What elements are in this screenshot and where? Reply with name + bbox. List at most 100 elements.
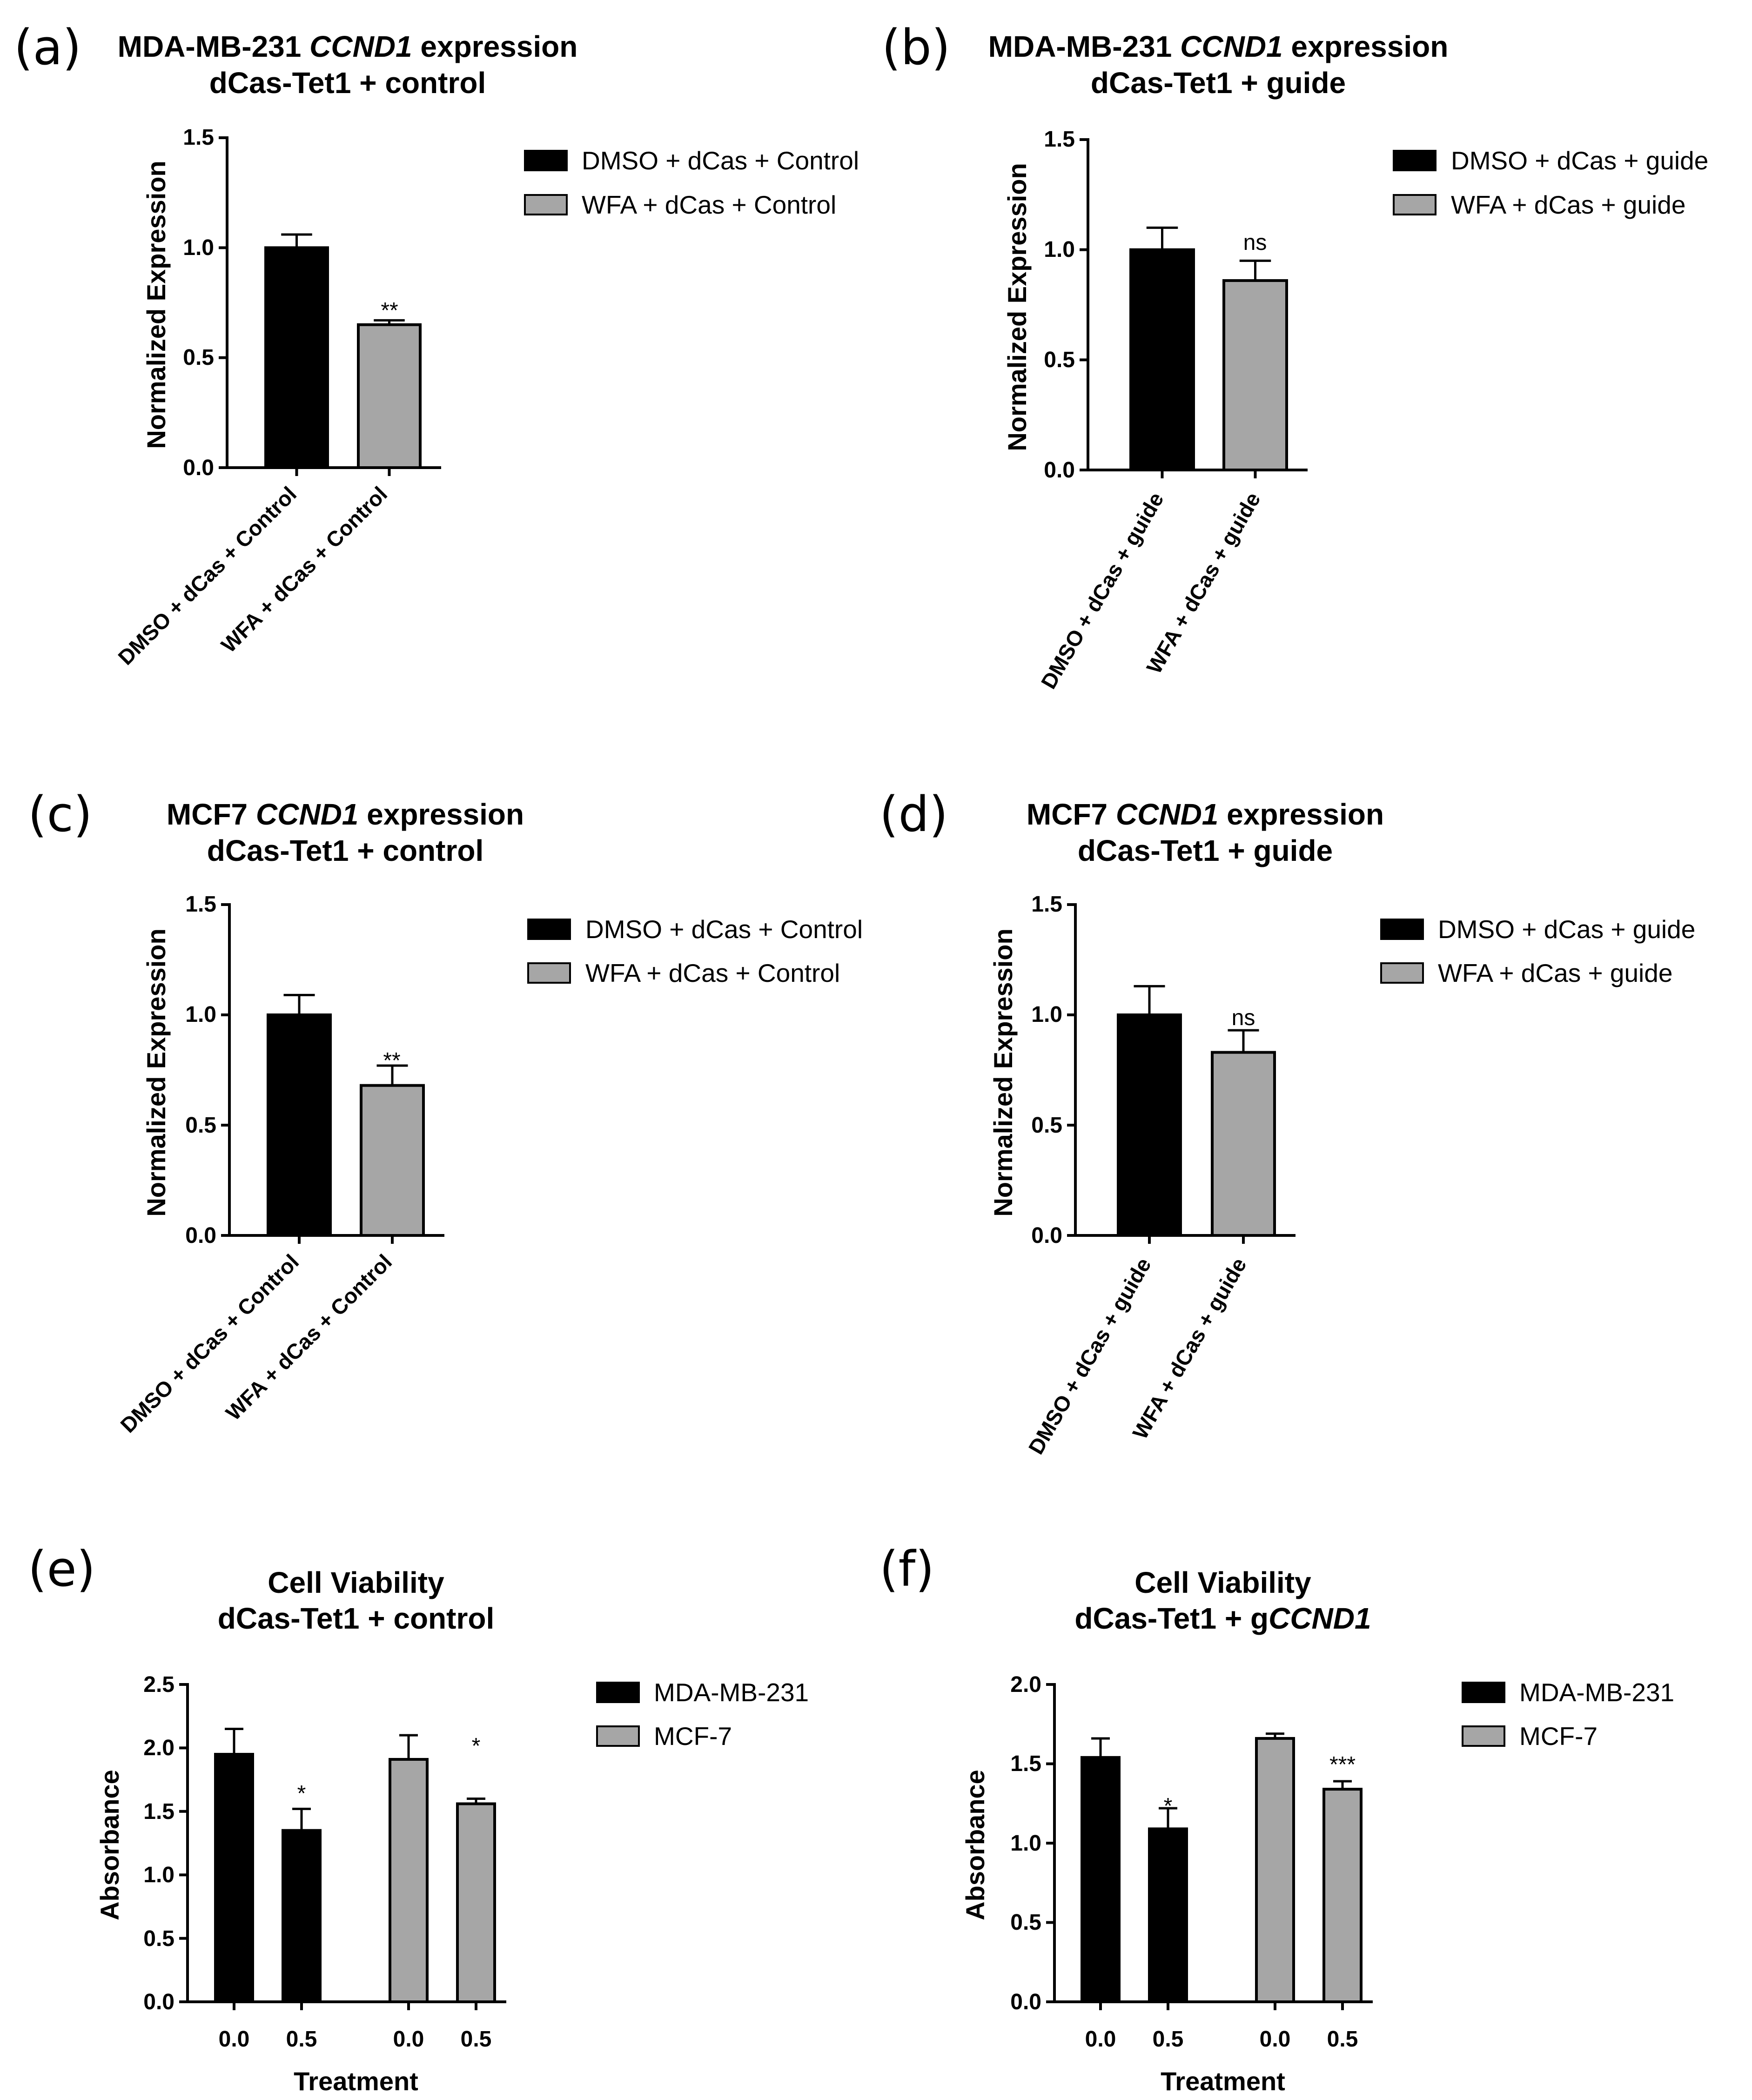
bar [1222, 279, 1288, 472]
y-tick-label: 1.5 [1010, 1751, 1041, 1776]
plot-marks [179, 1683, 506, 2010]
legend-label: WFA + dCas + guide [1438, 959, 1672, 987]
legend-swatch-dmso [527, 919, 571, 940]
y-tick-label: 0.5 [143, 1926, 175, 1951]
y-axis-label: Normalized Expression [141, 928, 171, 1216]
bar [360, 1084, 425, 1237]
legend-label: WFA + dCas + Control [585, 959, 840, 987]
y-tick-label: 1.5 [143, 1799, 175, 1824]
plot-marks [1067, 903, 1296, 1244]
panel-letter: (f) [879, 1541, 934, 1597]
panel-f: (f) Cell Viability dCas-Tet1 + gCCND1 Ab… [879, 1541, 1674, 2096]
x-category-label: 0.5 [1327, 2027, 1358, 2052]
y-tick-label: 0.0 [1044, 458, 1075, 483]
legend: DMSO + dCas + guide WFA + dCas + guide [1380, 915, 1695, 987]
y-tick-label: 0.5 [1031, 1113, 1062, 1138]
legend-label: MCF-7 [654, 1722, 732, 1751]
chart-title-line2: dCas-Tet1 + gCCND1 [1074, 1602, 1371, 1635]
legend-label: MDA-MB-231 [1519, 1678, 1674, 1707]
legend: MDA-MB-231 MCF-7 [596, 1678, 809, 1751]
panel-a: (a) MDA-MB-231 CCND1 expression dCas-Tet… [14, 19, 859, 670]
chart-title-line1: MCF7 CCND1 expression [167, 798, 524, 831]
bar [267, 1013, 332, 1237]
panel-b: (b) MDA-MB-231 CCND1 expression dCas-Tet… [882, 19, 1708, 693]
y-tick-label: 0.5 [1010, 1910, 1041, 1935]
x-category-label: 0.0 [393, 2027, 424, 2052]
legend-swatch-wfa [527, 962, 571, 984]
bar [1117, 1013, 1182, 1237]
significance-labels: ns [1243, 230, 1267, 255]
y-tick-label: 1.5 [185, 892, 216, 917]
legend-label: DMSO + dCas + Control [585, 915, 863, 944]
legend-label: DMSO + dCas + guide [1451, 146, 1708, 175]
category-labels: DMSO + dCas + Control WFA + dCas + Contr… [113, 482, 392, 670]
x-category-label: DMSO + dCas + Control [113, 482, 301, 670]
category-labels: DMSO + dCas + guide WFA + dCas + guide [1036, 488, 1265, 693]
legend: DMSO + dCas + Control WFA + dCas + Contr… [527, 915, 863, 987]
x-category-label: 0.5 [286, 2027, 317, 2052]
legend-swatch-mcf7 [1462, 1725, 1505, 1747]
category-labels: 0.0 0.5 0.0 0.5 [219, 2027, 492, 2052]
y-tick-label: 0.5 [183, 345, 214, 370]
significance-label: * [472, 1734, 481, 1758]
panel-letter: (c) [28, 786, 92, 843]
significance-label: ns [1232, 1006, 1255, 1030]
y-tick-label: 1.5 [183, 125, 214, 150]
legend-swatch-mcf7 [596, 1725, 640, 1747]
x-axis-label: Treatment [1161, 2066, 1285, 2096]
category-labels: DMSO + dCas + guide WFA + dCas + guide [1024, 1254, 1251, 1458]
significance-label: * [297, 1781, 306, 1806]
plot-marks [1080, 138, 1308, 478]
significance-label: *** [1329, 1752, 1356, 1777]
legend-label: WFA + dCas + guide [1451, 190, 1685, 219]
bar [1255, 1737, 1295, 2003]
y-tick-label: 0.5 [185, 1113, 216, 1138]
x-category-label: 0.5 [1153, 2027, 1184, 2052]
category-labels: DMSO + dCas + Control WFA + dCas + Contr… [115, 1249, 396, 1437]
chart-title-line1: MDA-MB-231 CCND1 expression [118, 30, 578, 63]
plot-marks [221, 903, 444, 1244]
y-tick-label: 1.5 [1044, 127, 1075, 152]
panel-d: (d) MCF7 CCND1 expression dCas-Tet1 + gu… [879, 786, 1695, 1458]
chart-title-line1: MDA-MB-231 CCND1 expression [988, 30, 1449, 63]
significance-labels: * *** [1164, 1752, 1356, 1818]
x-category-label: WFA + dCas + Control [221, 1249, 396, 1425]
bar [1211, 1051, 1276, 1237]
legend-swatch-dmso [1393, 150, 1437, 171]
chart-title-line2: dCas-Tet1 + control [218, 1602, 494, 1635]
significance-label: * [1164, 1794, 1173, 1818]
significance-labels: ** [383, 1048, 400, 1073]
chart-title-line1: Cell Viability [1134, 1566, 1311, 1599]
y-tick-label: 0.0 [143, 1990, 175, 2014]
panel-letter: (e) [28, 1541, 95, 1597]
legend: DMSO + dCas + guide WFA + dCas + guide [1393, 146, 1708, 219]
legend: DMSO + dCas + Control WFA + dCas + Contr… [524, 146, 859, 219]
x-axis-label: Treatment [294, 2066, 418, 2096]
y-axis-label: Normalized Expression [988, 928, 1018, 1216]
legend-label: WFA + dCas + Control [582, 190, 836, 219]
chart-title-line1: Cell Viability [268, 1566, 444, 1599]
panel-letter: (d) [879, 786, 948, 843]
significance-label: ** [383, 1048, 400, 1073]
bar [264, 246, 329, 469]
x-category-label: WFA + dCas + guide [1141, 488, 1265, 678]
chart-title-line2: dCas-Tet1 + control [209, 66, 486, 100]
panel-letter: (b) [882, 19, 950, 76]
significance-labels: ** [381, 298, 398, 323]
y-tick-label: 1.0 [185, 1002, 216, 1027]
y-axis-label: Absorbance [95, 1770, 124, 1920]
bar [1081, 1756, 1121, 2004]
bar [214, 1753, 254, 2004]
legend-swatch-wfa [1393, 194, 1437, 215]
bar [1129, 248, 1195, 472]
y-ticks: 0.0 0.5 1.0 1.5 2.0 2.5 [143, 1672, 175, 2014]
category-labels: 0.0 0.5 0.0 0.5 [1085, 2027, 1358, 2052]
y-tick-label: 0.0 [185, 1223, 216, 1248]
bar [357, 323, 422, 469]
panel-letter: (a) [14, 19, 81, 76]
significance-label: ns [1243, 230, 1267, 255]
panel-c: (c) MCF7 CCND1 expression dCas-Tet1 + co… [28, 786, 863, 1437]
legend-swatch-dmso [524, 150, 568, 171]
x-category-label: 0.0 [1260, 2027, 1291, 2052]
